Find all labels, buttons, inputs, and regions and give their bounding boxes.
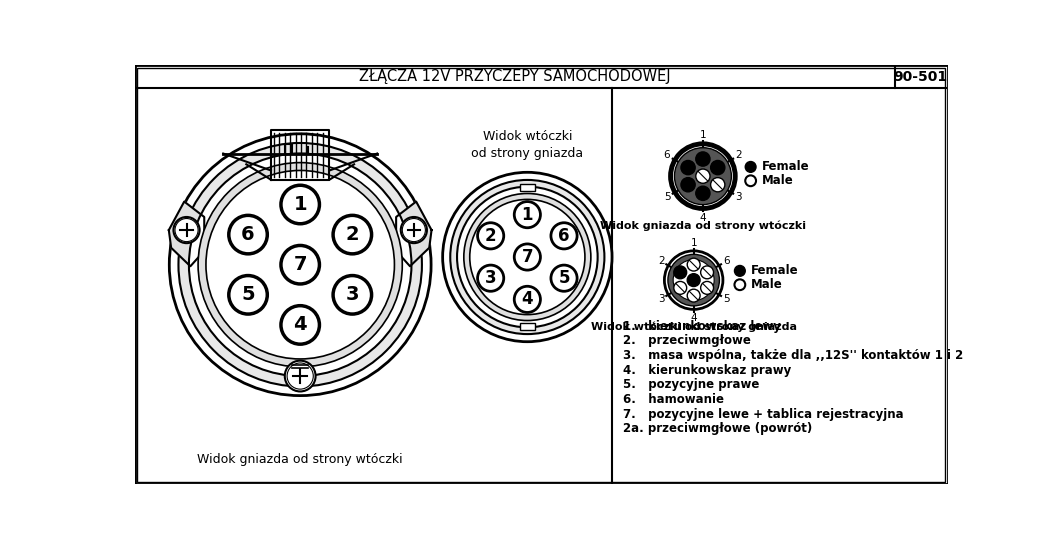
Circle shape — [229, 215, 267, 254]
Text: Widok wtóczki
od strony gniazda: Widok wtóczki od strony gniazda — [471, 130, 583, 160]
Polygon shape — [396, 202, 432, 266]
Circle shape — [551, 222, 578, 249]
Circle shape — [189, 153, 412, 376]
Text: 1: 1 — [699, 130, 706, 140]
Text: 5: 5 — [722, 294, 730, 304]
Circle shape — [700, 266, 714, 279]
Text: 1: 1 — [294, 195, 307, 214]
Text: Female: Female — [761, 160, 809, 174]
Circle shape — [675, 148, 732, 205]
Circle shape — [673, 259, 714, 301]
Text: 5: 5 — [559, 269, 570, 287]
Text: Widok wtóczki od strony gniazda: Widok wtóczki od strony gniazda — [590, 321, 796, 331]
Circle shape — [711, 160, 724, 175]
Circle shape — [199, 163, 402, 367]
Text: 3.   masa wspólna, także dla ,,12S'' kontaktów 1 i 2: 3. masa wspólna, także dla ,,12S'' konta… — [623, 349, 963, 362]
Circle shape — [700, 281, 714, 294]
Circle shape — [464, 194, 591, 320]
Text: 3: 3 — [658, 294, 664, 304]
Text: Widok gniazda od strony wtóczki: Widok gniazda od strony wtóczki — [600, 220, 806, 231]
Circle shape — [457, 187, 598, 327]
Circle shape — [281, 306, 320, 344]
Circle shape — [281, 186, 320, 224]
Circle shape — [551, 265, 578, 291]
Circle shape — [696, 152, 710, 166]
Circle shape — [400, 217, 427, 243]
Text: 6: 6 — [241, 225, 254, 244]
Text: 1: 1 — [691, 238, 697, 248]
Circle shape — [681, 177, 695, 192]
Circle shape — [696, 169, 710, 183]
Circle shape — [281, 245, 320, 284]
Circle shape — [285, 361, 316, 392]
Text: 4: 4 — [522, 290, 533, 308]
Text: 6.   hamowanie: 6. hamowanie — [623, 393, 723, 406]
Text: 4: 4 — [294, 316, 307, 335]
Circle shape — [735, 265, 746, 276]
Circle shape — [514, 244, 541, 270]
Text: 2: 2 — [485, 227, 496, 245]
Text: 3: 3 — [485, 269, 496, 287]
Text: 1: 1 — [522, 206, 533, 224]
Circle shape — [667, 255, 719, 306]
Text: 6: 6 — [559, 227, 570, 245]
Circle shape — [746, 175, 756, 186]
Circle shape — [173, 217, 200, 243]
Circle shape — [206, 170, 395, 359]
Circle shape — [229, 276, 267, 314]
Text: 4.   kierunkowskaz prawy: 4. kierunkowskaz prawy — [623, 364, 791, 376]
Text: Male: Male — [761, 174, 793, 187]
Text: 90-501: 90-501 — [893, 70, 947, 84]
Text: 4: 4 — [691, 313, 697, 323]
Text: 2: 2 — [658, 256, 664, 267]
Text: 5: 5 — [241, 285, 254, 304]
Text: 1.   kierunkowskaz lewy: 1. kierunkowskaz lewy — [623, 320, 780, 333]
Circle shape — [333, 215, 372, 254]
Circle shape — [696, 186, 710, 200]
Text: Female: Female — [751, 264, 798, 277]
Text: 3: 3 — [735, 192, 742, 202]
Text: 5: 5 — [664, 192, 671, 202]
Circle shape — [674, 266, 686, 279]
Text: 7.   pozycyjne lewe + tablica rejestracyjna: 7. pozycyjne lewe + tablica rejestracyjn… — [623, 407, 904, 421]
Circle shape — [735, 279, 746, 290]
Circle shape — [514, 286, 541, 312]
Text: Widok gniazda od strony wtóczki: Widok gniazda od strony wtóczki — [197, 453, 403, 466]
Circle shape — [470, 200, 585, 314]
Text: Male: Male — [751, 278, 782, 291]
Circle shape — [477, 265, 504, 291]
Circle shape — [687, 274, 700, 287]
Text: 4: 4 — [699, 213, 706, 222]
Circle shape — [687, 258, 700, 271]
Circle shape — [671, 144, 735, 208]
Circle shape — [333, 276, 372, 314]
Text: 7: 7 — [522, 248, 533, 266]
FancyBboxPatch shape — [520, 184, 535, 190]
Text: 2.   przeciwmgłowe: 2. przeciwmgłowe — [623, 335, 751, 348]
Circle shape — [664, 251, 723, 310]
Text: 7: 7 — [294, 255, 307, 274]
Text: 6: 6 — [664, 151, 671, 160]
Circle shape — [514, 202, 541, 228]
Circle shape — [687, 289, 700, 302]
Polygon shape — [169, 202, 204, 266]
Text: ZŁĄCZA 12V PRZYCZEPY SAMOCHODOWEJ: ZŁĄCZA 12V PRZYCZEPY SAMOCHODOWEJ — [359, 69, 671, 84]
Circle shape — [746, 162, 756, 172]
Circle shape — [178, 143, 422, 386]
Text: 6: 6 — [722, 256, 730, 267]
Circle shape — [674, 281, 686, 294]
Circle shape — [681, 160, 695, 175]
Circle shape — [477, 222, 504, 249]
Text: 2a. przeciwmgłowe (powrót): 2a. przeciwmgłowe (powrót) — [623, 422, 812, 435]
Polygon shape — [293, 365, 308, 368]
Text: 2: 2 — [735, 151, 742, 160]
Circle shape — [450, 180, 604, 334]
FancyBboxPatch shape — [520, 323, 535, 330]
Circle shape — [711, 177, 724, 192]
Text: 2: 2 — [345, 225, 359, 244]
Circle shape — [169, 134, 431, 395]
Circle shape — [442, 172, 612, 342]
Text: 3: 3 — [345, 285, 359, 304]
Text: 5.   pozycyjne prawe: 5. pozycyjne prawe — [623, 378, 759, 391]
